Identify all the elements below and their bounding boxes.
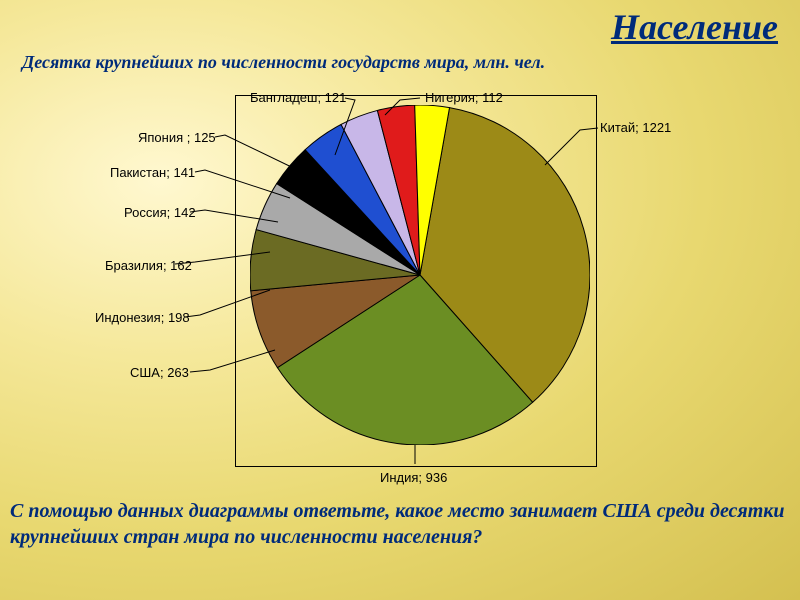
slice-label: Пакистан; 141 (110, 165, 195, 180)
chart-subtitle: Десятка крупнейших по численности госуда… (22, 52, 545, 73)
slice-label: Индия; 936 (380, 470, 447, 485)
slice-label: Бразилия; 162 (105, 258, 192, 273)
question-text: С помощью данных диаграммы ответьте, как… (10, 498, 790, 550)
slice-label: Индонезия; 198 (95, 310, 190, 325)
slice-label: Бангладеш; 121 (250, 90, 346, 105)
pie-chart (250, 105, 590, 445)
slice-label: Китай; 1221 (600, 120, 671, 135)
slice-label: США; 263 (130, 365, 189, 380)
slice-label: Япония ; 125 (138, 130, 216, 145)
slice-label: Нигерия; 112 (425, 90, 503, 105)
pie-svg (250, 105, 590, 445)
page-title: Население (611, 6, 778, 48)
slice-label: Россия; 142 (124, 205, 196, 220)
